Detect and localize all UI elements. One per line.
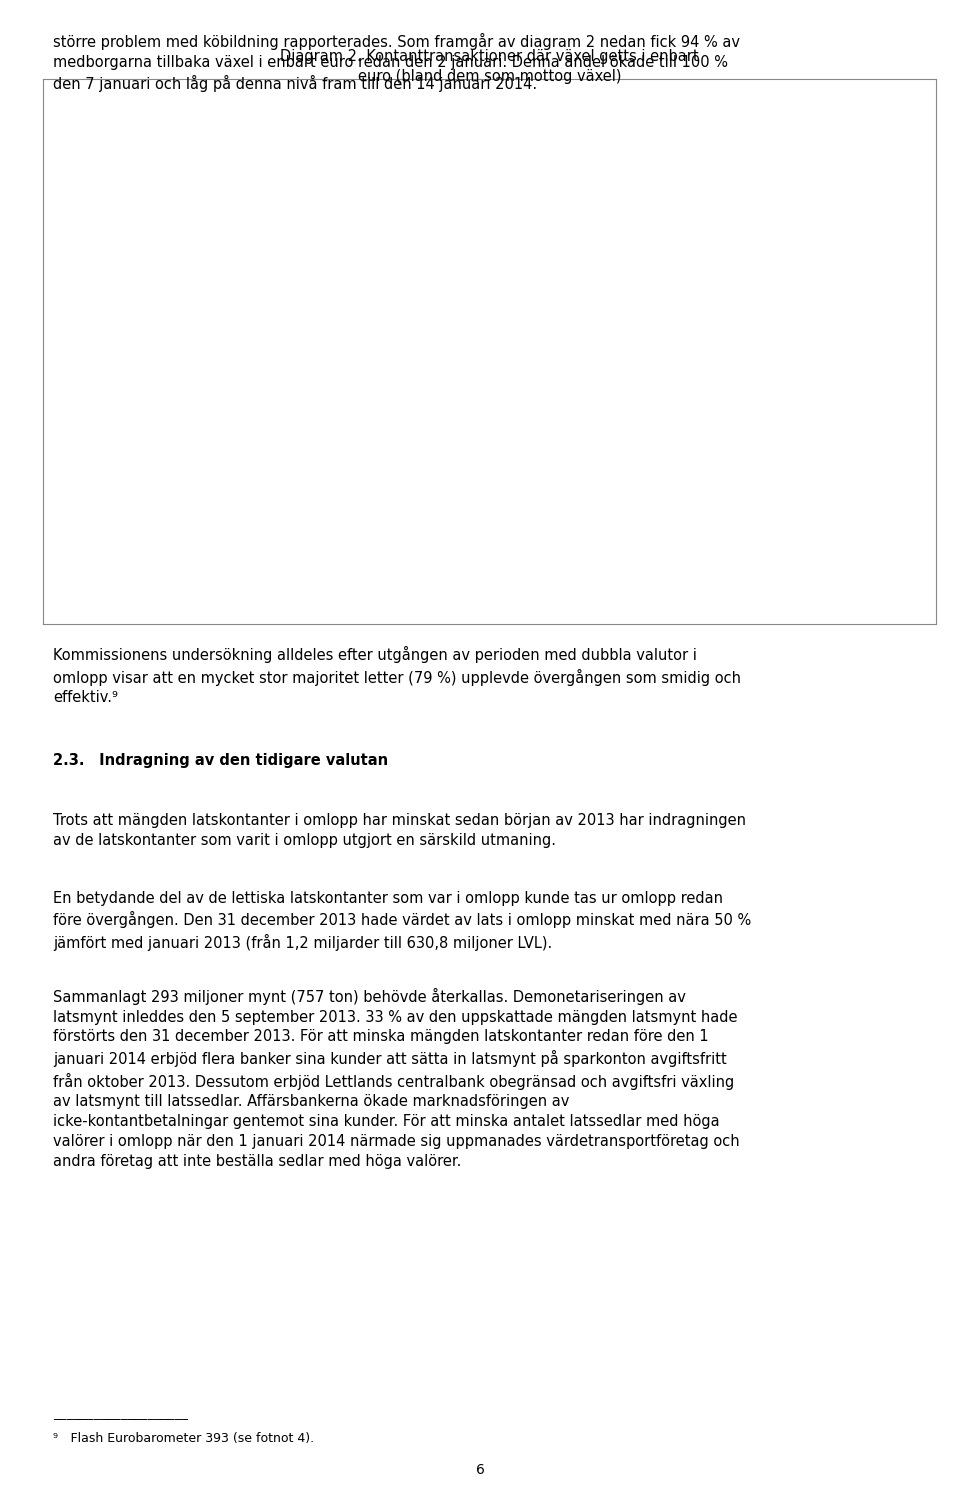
Text: Diagram 2. Kontanttransaktioner där växel getts i enbart
euro (bland dem som mot: Diagram 2. Kontanttransaktioner där växe… [280, 49, 699, 84]
Text: 2.3. Indragning av den tidigare valutan: 2.3. Indragning av den tidigare valutan [53, 753, 388, 768]
Legend: Lettland, Estland, Slovakien, Slovenien: Lettland, Estland, Slovakien, Slovenien [739, 240, 845, 357]
Text: ⁹ Flash Eurobarometer 393 (se fotnot 4).: ⁹ Flash Eurobarometer 393 (se fotnot 4). [53, 1432, 314, 1446]
Y-axis label: % av köparna: % av köparna [56, 298, 69, 389]
X-axis label: Dagar i januari: Dagar i januari [365, 595, 464, 609]
Text: Sammanlagt 293 miljoner mynt (757 ton) behövde återkallas. Demonetariseringen av: Sammanlagt 293 miljoner mynt (757 ton) b… [53, 988, 739, 1168]
Text: ────────────────────: ──────────────────── [53, 1414, 188, 1425]
Text: Trots att mängden latskontanter i omlopp har minskat sedan början av 2013 har in: Trots att mängden latskontanter i omlopp… [53, 813, 746, 847]
Text: större problem med köbildning rapporterades. Som framgår av diagram 2 nedan fick: större problem med köbildning rapportera… [53, 33, 740, 93]
Text: 6: 6 [475, 1464, 485, 1477]
Text: Kommissionens undersökning alldeles efter utgången av perioden med dubbla valuto: Kommissionens undersökning alldeles efte… [53, 646, 741, 706]
Text: En betydande del av de lettiska latskontanter som var i omlopp kunde tas ur omlo: En betydande del av de lettiska latskont… [53, 891, 751, 950]
